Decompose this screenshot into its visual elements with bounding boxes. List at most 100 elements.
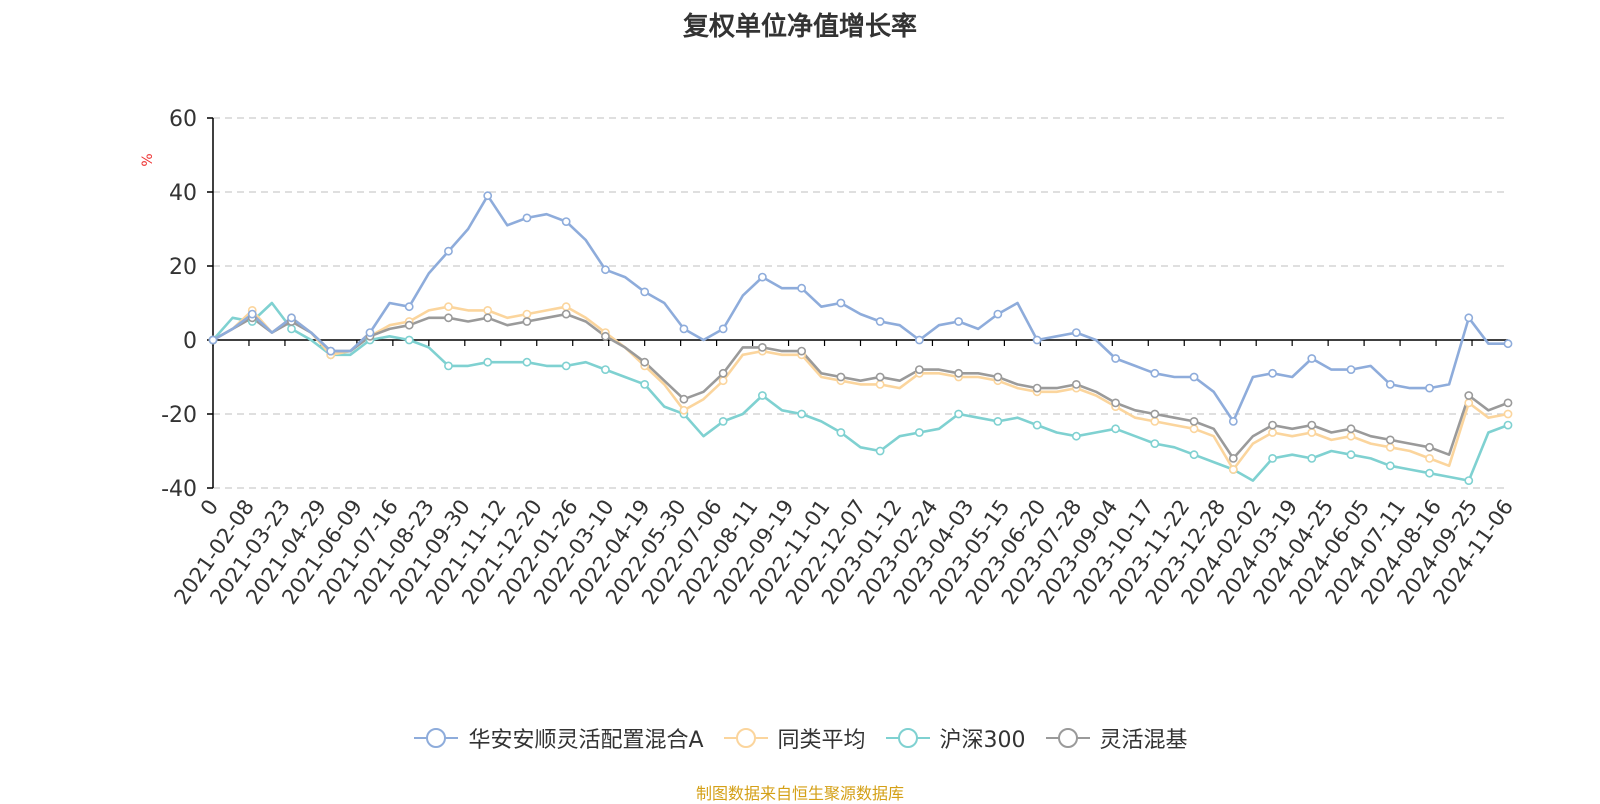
legend-item-index[interactable]: 沪深300 [884,722,1026,754]
data-point-peer [522,309,532,319]
data-point-index [1032,420,1042,430]
data-point-index [1503,420,1513,430]
y-tick-label: 0 [183,329,197,354]
legend-label-peer: 同类平均 [777,728,866,753]
data-point-category [404,320,414,330]
data-point-peer [1228,465,1238,474]
data-point-fund [287,313,296,323]
data-point-fund [757,272,767,282]
data-point-peer [1464,398,1474,408]
data-point-index [757,391,767,400]
data-point-peer [1268,428,1277,437]
data-point-peer [679,405,689,415]
legend-item-peer[interactable]: 同类平均 [722,722,866,754]
data-point-fund [1464,313,1474,323]
series-line-index [212,301,1509,482]
data-point-category [444,313,453,323]
legend-item-category[interactable]: 灵活混基 [1044,722,1188,754]
data-point-peer [1150,416,1160,426]
legend-label-category: 灵活混基 [1099,728,1188,753]
series-line-fund [212,194,1508,423]
data-point-fund [875,317,885,326]
data-point-category [1307,420,1317,430]
data-point-fund [601,265,610,275]
data-point-index [483,357,493,367]
data-point-fund [1189,372,1199,382]
data-point-category [483,313,493,323]
data-point-index [993,416,1003,426]
data-point-fund [640,287,650,297]
legend-circle-icon [426,728,447,748]
legend-marker-fund-icon [414,728,459,748]
series-line-peer [212,305,1509,471]
data-point-index [1307,453,1317,463]
data-point-fund [208,335,218,345]
data-point-category [1268,420,1277,430]
data-point-fund [1032,335,1042,345]
data-point-index [522,357,532,367]
legend-marker-category-icon [1045,728,1090,748]
data-point-category [1150,409,1160,419]
data-point-index [287,324,296,334]
data-point-fund [1346,365,1356,374]
data-point-fund [483,191,493,201]
data-point-index [1385,461,1395,471]
data-point-peer [1307,428,1317,437]
data-point-index [954,409,964,419]
data-point-category [1032,383,1042,393]
data-point-fund [561,217,571,226]
data-point-peer [483,305,493,315]
data-point-peer [1503,409,1513,419]
data-point-fund [365,328,375,337]
data-point-index [836,428,846,437]
data-point-fund [954,317,964,326]
data-point-category [1385,435,1395,445]
series-line-category [212,312,1509,460]
legend-circle-icon [735,728,756,748]
data-point-category [1111,398,1120,408]
data-point-index [444,361,453,371]
data-point-category [561,309,571,319]
legend-item-fund[interactable]: 华安安顺灵活配置混合A [412,722,704,754]
legend-label-index: 沪深300 [939,728,1026,753]
marker-layer [208,191,1513,485]
y-tick-label: -20 [161,403,197,428]
legend: 华安安顺灵活配置混合A 同类平均 沪深300 灵活混基 [0,722,1600,754]
legend-marker-peer-icon [723,728,768,748]
data-point-fund [718,324,728,334]
data-point-category [875,372,885,382]
data-point-category [757,342,767,352]
data-point-fund [1425,383,1434,393]
legend-label-fund: 华安安顺灵活配置混合A [468,728,704,753]
data-point-category [718,368,728,378]
data-point-category [1071,379,1081,389]
data-point-index [1189,450,1199,460]
data-point-fund [914,335,924,345]
data-point-peer [1189,424,1199,434]
y-tick-label: 40 [169,181,197,206]
data-point-index [718,416,728,426]
data-point-category [836,372,846,382]
data-point-fund [797,283,807,293]
data-point-fund [1385,379,1395,389]
data-point-fund [836,298,846,308]
legend-circle-icon [897,728,918,748]
data-point-fund [1111,354,1120,363]
y-tick-label: 60 [169,107,197,132]
data-point-fund [247,309,257,319]
data-point-fund [404,302,414,312]
data-point-category [954,368,964,378]
data-point-peer [875,379,885,389]
data-point-index [404,335,414,345]
chart-title: 复权单位净值增长率 [682,12,917,42]
data-point-fund [1228,416,1238,426]
data-point-index [640,379,650,389]
data-point-category [1503,398,1513,408]
data-point-peer [1425,453,1434,463]
data-point-index [601,365,610,374]
data-point-index [875,446,885,456]
data-point-fund [522,213,532,223]
data-point-category [601,331,610,341]
data-point-category [914,365,924,374]
